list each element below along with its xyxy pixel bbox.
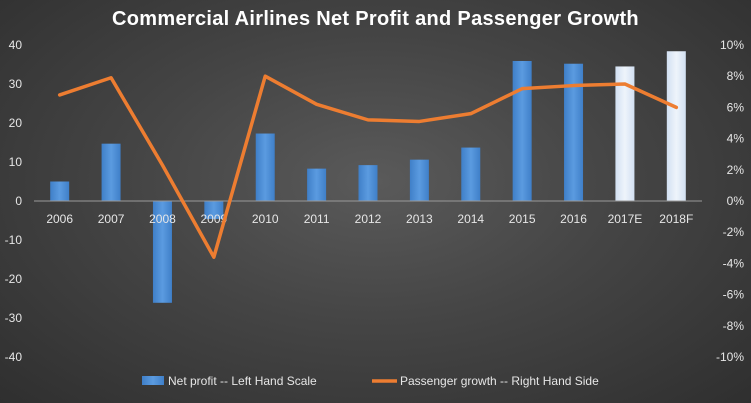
left-tick-label: 40 [9,38,23,52]
left-tick-label: 10 [9,155,23,169]
bar-2011 [307,168,327,201]
bar-2009 [204,201,224,219]
bar-2014 [461,147,481,201]
bar-2017E [615,66,635,201]
x-tick-label: 2015 [509,212,536,226]
right-axis-ticks: 10% 8% 6% 4% 2% 0% -2% -4% -6% -8% -10% [716,38,744,364]
right-tick-label: -10% [716,350,744,364]
bar-2006 [50,181,70,201]
right-tick-label: 8% [727,69,745,83]
x-tick-label: 2012 [355,212,382,226]
bar-2013 [409,159,429,201]
x-tick-label: 2017E [608,212,643,226]
left-tick-label: -20 [5,272,23,286]
left-tick-label: -10 [5,233,23,247]
x-tick-label: 2009 [200,212,227,226]
legend-bar-swatch [142,376,164,385]
legend: Net profit -- Left Hand Scale Passenger g… [142,374,599,388]
right-tick-label: -8% [723,319,745,333]
legend-label-net-profit: Net profit -- Left Hand Scale [168,374,317,388]
right-tick-label: 0% [727,194,745,208]
chart-title: Commercial Airlines Net Profit and Passe… [112,8,639,30]
left-tick-label: -30 [5,311,23,325]
left-tick-label: 0 [15,194,22,208]
x-tick-label: 2016 [560,212,587,226]
bar-2012 [358,165,378,201]
bar-2010 [255,133,275,201]
x-tick-label: 2014 [457,212,484,226]
bar-2015 [512,60,532,201]
x-tick-label: 2010 [252,212,279,226]
right-tick-label: 6% [727,100,745,114]
left-axis-ticks: 40 30 20 10 0 -10 -20 -30 -40 [5,38,23,364]
bar-series [50,51,686,303]
right-tick-label: -2% [723,225,745,239]
left-tick-label: 20 [9,116,23,130]
right-tick-label: -6% [723,288,745,302]
x-tick-label: 2011 [304,212,330,226]
x-axis-labels: 2006 2007 2008 2009 2010 2011 2012 2013 2014 2015… [46,212,693,226]
bar-2016 [564,63,584,201]
right-tick-label: -4% [723,256,745,270]
bar-2008 [152,201,172,303]
left-tick-label: 30 [9,77,23,91]
x-tick-label: 2006 [46,212,73,226]
left-tick-label: -40 [5,350,23,364]
x-tick-label: 2008 [149,212,176,226]
x-tick-label: 2007 [98,212,125,226]
right-tick-label: 10% [720,38,744,52]
right-tick-label: 2% [727,163,745,177]
line-series [57,74,679,259]
x-tick-label: 2013 [406,212,433,226]
bar-2018F [666,51,686,201]
legend-label-passenger-growth: Passenger growth -- Right Hand Side [400,374,599,388]
x-tick-label: 2018F [659,212,693,226]
right-tick-label: 4% [727,132,745,146]
bar-2007 [101,143,121,201]
